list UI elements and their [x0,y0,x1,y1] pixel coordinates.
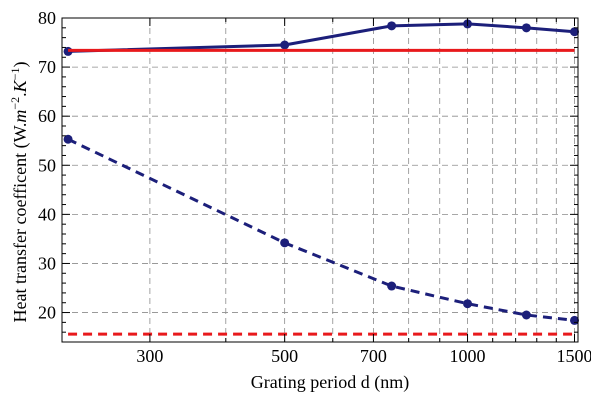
y-tick-label: 20 [38,303,56,323]
y-axis-title-main: Heat transfer coefficent (W. [10,123,31,323]
y-tick-label: 80 [38,8,56,28]
series-2-point [521,310,531,320]
series-2-point [63,134,73,144]
y-tick-label: 50 [38,155,56,175]
y-tick-label: 30 [38,253,56,273]
series-1-point [280,40,290,50]
grid [62,18,578,342]
x-tick-label: 1000 [450,346,486,366]
x-tick-label: 500 [271,346,298,366]
y-axis-title: Heat transfer coefficent (W.m−2.K−1) [8,62,31,323]
series-2-point [387,281,397,291]
series-1-point [521,23,531,33]
series-1-point [570,27,580,37]
series-2-point [463,299,473,309]
y-axis-title-sep: . [10,92,30,97]
y-axis-title-exp-m: −2 [8,97,22,110]
series-line-2 [67,137,575,322]
y-tick-label: 70 [38,57,56,77]
y-tick-label: 60 [38,106,56,126]
x-tick-label: 300 [136,346,163,366]
y-axis-title-k: K [10,79,30,93]
ticks [62,17,578,343]
series-1-point [387,21,397,31]
tick-labels: 300 500 700 1000 1500 20 30 40 50 60 70 80 [38,8,591,366]
y-axis-title-m: m [10,110,30,123]
x-tick-label: 700 [360,346,387,366]
y-tick-label: 40 [38,204,56,224]
x-axis-title: Grating period d (nm) [251,372,409,393]
series-2-point [280,238,290,248]
series-line-1 [68,22,575,53]
series-layer [63,19,580,336]
x-tick-label: 1500 [557,346,591,366]
plot-frame [61,17,579,343]
y-axis-title-close: ) [10,62,31,68]
y-axis-title-exp-k: −1 [8,68,22,81]
